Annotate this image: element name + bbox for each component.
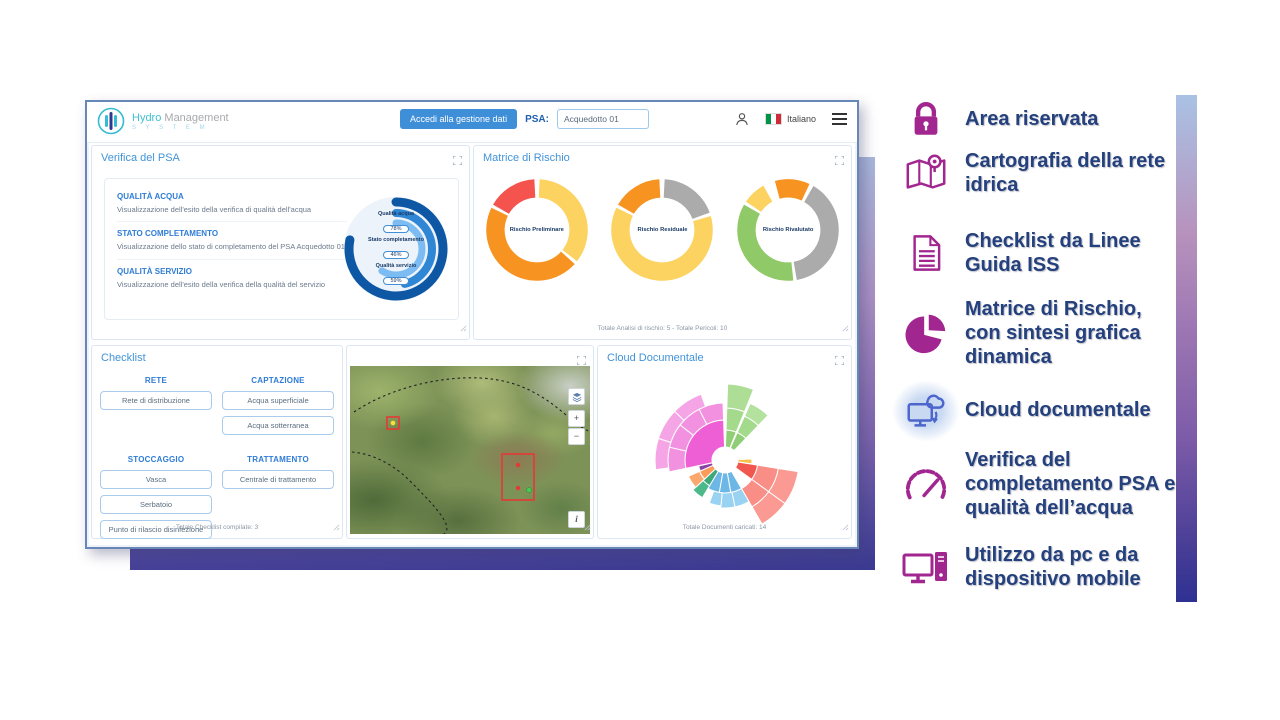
feature-matrice-rischio: Matrice di Rischio, con sintesi grafica … <box>900 297 1185 369</box>
expand-icon[interactable] <box>452 152 463 170</box>
map-zoom-in-button[interactable]: + <box>568 410 585 427</box>
feature-cloud-documentale: Cloud documentale <box>892 380 1185 442</box>
psa-input[interactable] <box>556 109 649 129</box>
map-icon <box>900 147 952 199</box>
panel-matrice-rischio: Matrice di Rischio Rischio Preliminare R… <box>473 145 852 340</box>
checklist-button-serbatoio[interactable]: Serbatoio <box>100 495 212 514</box>
gauge-value-badge: 46% <box>383 251 409 259</box>
checklist-group-stoccaggio: STOCCAGGIO Vasca Serbatoio Punto di rila… <box>100 453 212 545</box>
checklist-button-acqua-sotterranea[interactable]: Acqua sotterranea <box>222 416 334 435</box>
map-marker-green-dot <box>526 487 532 493</box>
gauge-metric-qualita-acqua: Qualità acqua 78% <box>377 211 415 233</box>
panel-title: Verifica del PSA <box>101 152 180 164</box>
devices-icon <box>900 541 952 593</box>
panel-cloud-documentale: Cloud Documentale Totale Documenti caric… <box>597 345 852 539</box>
map-selection-rectangle <box>501 453 535 501</box>
checklist-group-captazione: CAPTAZIONE Acqua superficiale Acqua sott… <box>222 374 334 441</box>
map-marker-red-dot <box>515 485 521 491</box>
gauge-value-badge: 59% <box>383 277 409 285</box>
map-zoom-out-button[interactable]: − <box>568 428 585 445</box>
map-info-button[interactable]: i <box>568 511 585 528</box>
feature-utilizzo-dispositivi: Utilizzo da pc e da dispositivo mobile <box>900 541 1185 593</box>
pie-chart-icon <box>900 307 952 359</box>
donut-rischio-preliminare: Rischio Preliminare <box>483 176 591 284</box>
gauge-metric-qualita-servizio: Qualità servizio 59% <box>375 263 417 285</box>
map-marker-red-dot <box>515 462 521 468</box>
hms-logo-icon <box>97 107 125 135</box>
feature-checklist-iss: Checklist da Linee Guida ISS <box>900 227 1185 279</box>
resize-handle-icon[interactable] <box>333 518 340 536</box>
checklist-button-vasca[interactable]: Vasca <box>100 470 212 489</box>
feature-area-riservata: Area riservata <box>900 93 1185 145</box>
feature-verifica-psa: Verifica del completamento PSA e qualità… <box>900 448 1185 520</box>
italy-flag-icon <box>764 113 782 125</box>
resize-handle-icon[interactable] <box>460 319 467 337</box>
topbar: Hydro Management S Y S T E M Accedi alla… <box>87 102 857 143</box>
panel-map: + − i <box>346 345 594 539</box>
menu-icon[interactable] <box>832 113 847 125</box>
icon-glow <box>892 380 960 442</box>
section-qualita-servizio: QUALITÀ SERVIZIO Visualizzazione dell'es… <box>117 258 347 296</box>
checklist-totals: Totale Checklist compilate: 3 <box>175 524 259 531</box>
feature-cartografia: Cartografia della rete idrica <box>900 147 1185 199</box>
checklist-group-rete: RETE Rete di distribuzione <box>100 374 212 441</box>
gauge-icon <box>900 458 952 510</box>
panel-title: Matrice di Rischio <box>483 152 570 164</box>
section-stato-completamento: STATO COMPLETAMENTO Visualizzazione dell… <box>117 221 347 258</box>
verifica-card: QUALITÀ ACQUA Visualizzazione dell'esito… <box>104 178 459 320</box>
language-selector[interactable]: Italiano <box>764 113 816 125</box>
accedi-gestione-dati-button[interactable]: Accedi alla gestione dati <box>400 109 518 129</box>
resize-handle-icon[interactable] <box>842 518 849 536</box>
checklist-button-punto-rilascio[interactable]: Punto di rilascio disinfezione <box>100 520 212 539</box>
map-marker-yellow-dot <box>390 420 396 426</box>
checklist-group-trattamento: TRATTAMENTO Centrale di trattamento <box>222 453 334 545</box>
expand-icon[interactable] <box>834 352 845 370</box>
app-window: Hydro Management S Y S T E M Accedi alla… <box>85 100 859 549</box>
matrice-totals: Totale Analisi di rischio: 5 - Totale Pe… <box>597 325 728 332</box>
psa-label: PSA: <box>525 113 549 125</box>
section-qualita-acqua: QUALITÀ ACQUA Visualizzazione dell'esito… <box>117 192 312 214</box>
map-layers-button[interactable] <box>568 388 585 405</box>
cloud-sync-icon <box>892 380 960 442</box>
checklist-button-rete-di-distribuzione[interactable]: Rete di distribuzione <box>100 391 212 410</box>
resize-handle-icon[interactable] <box>584 518 591 536</box>
gauge-value-badge: 78% <box>383 225 409 233</box>
psa-ring-gauge: Qualità acqua 78% Stato completamento 46… <box>340 193 452 305</box>
documents-sunburst-chart <box>598 372 851 525</box>
lock-icon <box>900 93 952 145</box>
donut-rischio-rivalutato: Rischio Rivalutato <box>734 176 842 284</box>
cloud-totals: Totale Documenti caricati: 14 <box>682 524 767 531</box>
resize-handle-icon[interactable] <box>842 319 849 337</box>
gauge-metric-stato-completamento: Stato completamento 46% <box>368 237 424 259</box>
panel-title: Checklist <box>101 352 146 364</box>
logo-subtitle: S Y S T E M <box>132 124 209 131</box>
satellite-map[interactable]: + − i <box>350 366 590 534</box>
right-gradient-bar <box>1176 95 1197 602</box>
logo-title: Hydro Management <box>132 111 229 124</box>
panel-verifica-psa: Verifica del PSA QUALITÀ ACQUA Visualizz… <box>91 145 470 340</box>
user-icon[interactable] <box>735 112 749 126</box>
language-label: Italiano <box>786 114 816 124</box>
checklist-button-acqua-superficiale[interactable]: Acqua superficiale <box>222 391 334 410</box>
app-logo: Hydro Management S Y S T E M <box>97 107 229 135</box>
panel-title: Cloud Documentale <box>607 352 704 364</box>
map-marker-square <box>386 416 400 430</box>
donut-rischio-residuale: Rischio Residuale <box>608 176 716 284</box>
panel-checklist: Checklist RETE Rete di distribuzione CAP… <box>91 345 343 539</box>
checklist-button-centrale-trattamento[interactable]: Centrale di trattamento <box>222 470 334 489</box>
map-overlay <box>351 377 590 534</box>
expand-icon[interactable] <box>834 152 845 170</box>
document-icon <box>900 227 952 279</box>
